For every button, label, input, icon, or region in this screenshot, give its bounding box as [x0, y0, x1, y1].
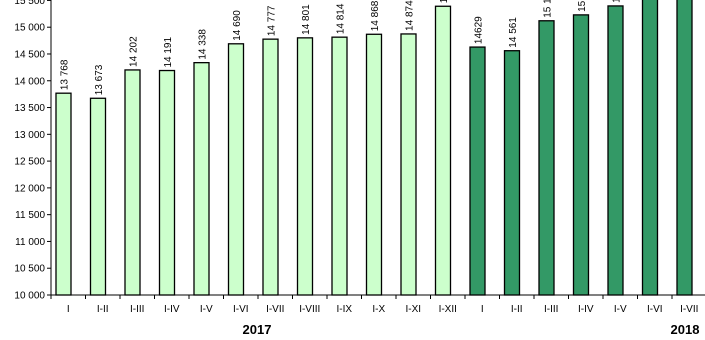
x-tick-label: I-IX: [336, 304, 352, 315]
bar: [124, 69, 141, 296]
y-tick-label: 14 500: [14, 49, 45, 60]
data-label: 14629: [474, 16, 485, 44]
data-label: 13 673: [94, 64, 105, 95]
year-label-2018: 2018: [671, 322, 700, 337]
bar: [227, 43, 245, 296]
x-tick-label: I-II: [511, 304, 523, 315]
y-tick-label: 10 000: [14, 291, 45, 302]
x-tick-label: I-VI: [647, 304, 663, 315]
data-label: 15 397: [612, 0, 623, 3]
data-label: 14 561: [508, 17, 519, 48]
y-tick-label: 11 000: [15, 237, 45, 248]
bar: [331, 36, 348, 296]
y-tick-label: 10 500: [14, 264, 45, 275]
x-tick-label: I-VI: [233, 304, 249, 315]
x-tick-label: I-V: [614, 304, 627, 315]
x-tick-label: I-III: [544, 304, 558, 315]
y-tick-label: 13 000: [14, 130, 45, 141]
bar: [572, 14, 590, 296]
x-tick-label: I: [481, 304, 484, 315]
data-label: 15 120: [543, 0, 554, 18]
bar: [158, 69, 176, 296]
data-label: 14 338: [198, 29, 209, 60]
y-tick-label: 12 000: [14, 183, 45, 194]
bar: [89, 97, 107, 296]
bar: [193, 62, 210, 296]
bar: [55, 92, 72, 296]
x-tick-label: I-VII: [266, 304, 284, 315]
data-label: 14 874: [405, 0, 416, 31]
x-tick-label: I-XII: [439, 304, 457, 315]
bar: [641, 0, 659, 296]
y-tick-label: 12 500: [14, 157, 45, 168]
bar: [676, 0, 693, 296]
bar: [503, 50, 521, 296]
bar: [262, 38, 279, 296]
y-tick-label: 11 500: [15, 210, 45, 221]
x-tick-label: I-V: [200, 304, 213, 315]
data-label: 14 191: [163, 37, 174, 68]
y-tick-label: 15 000: [14, 23, 45, 34]
data-label: 14 868: [370, 0, 381, 31]
x-tick-label: I-VII: [680, 304, 698, 315]
y-tick-label: 14 000: [14, 76, 45, 87]
y-tick-label: 15 500: [14, 0, 45, 7]
bar: [400, 33, 417, 296]
bar: [434, 5, 452, 296]
bar: [365, 33, 383, 296]
bar: [538, 20, 555, 296]
x-tick-label: I-VIII: [299, 304, 320, 315]
bar: [607, 5, 624, 296]
data-label: 15 230: [577, 0, 588, 12]
data-label: 14 777: [267, 5, 278, 36]
x-tick-label: I-IV: [578, 304, 594, 315]
data-label: 14 690: [232, 10, 243, 41]
year-label-2017: 2017: [243, 322, 272, 337]
bar: [296, 37, 314, 296]
data-label: 14 814: [336, 3, 347, 34]
x-tick-label: I-II: [97, 304, 109, 315]
x-tick-label: I-XI: [405, 304, 421, 315]
x-tick-label: I-X: [372, 304, 385, 315]
x-tick-label: I-III: [130, 304, 144, 315]
bar: [469, 46, 486, 296]
y-tick-label: 13 500: [14, 103, 45, 114]
data-label: 14 202: [129, 36, 140, 67]
data-label: 15 391: [439, 0, 450, 3]
data-label: 13 768: [60, 59, 71, 90]
x-tick-label: I-IV: [164, 304, 180, 315]
x-tick-label: I: [67, 304, 70, 315]
data-label: 14 801: [301, 4, 312, 35]
